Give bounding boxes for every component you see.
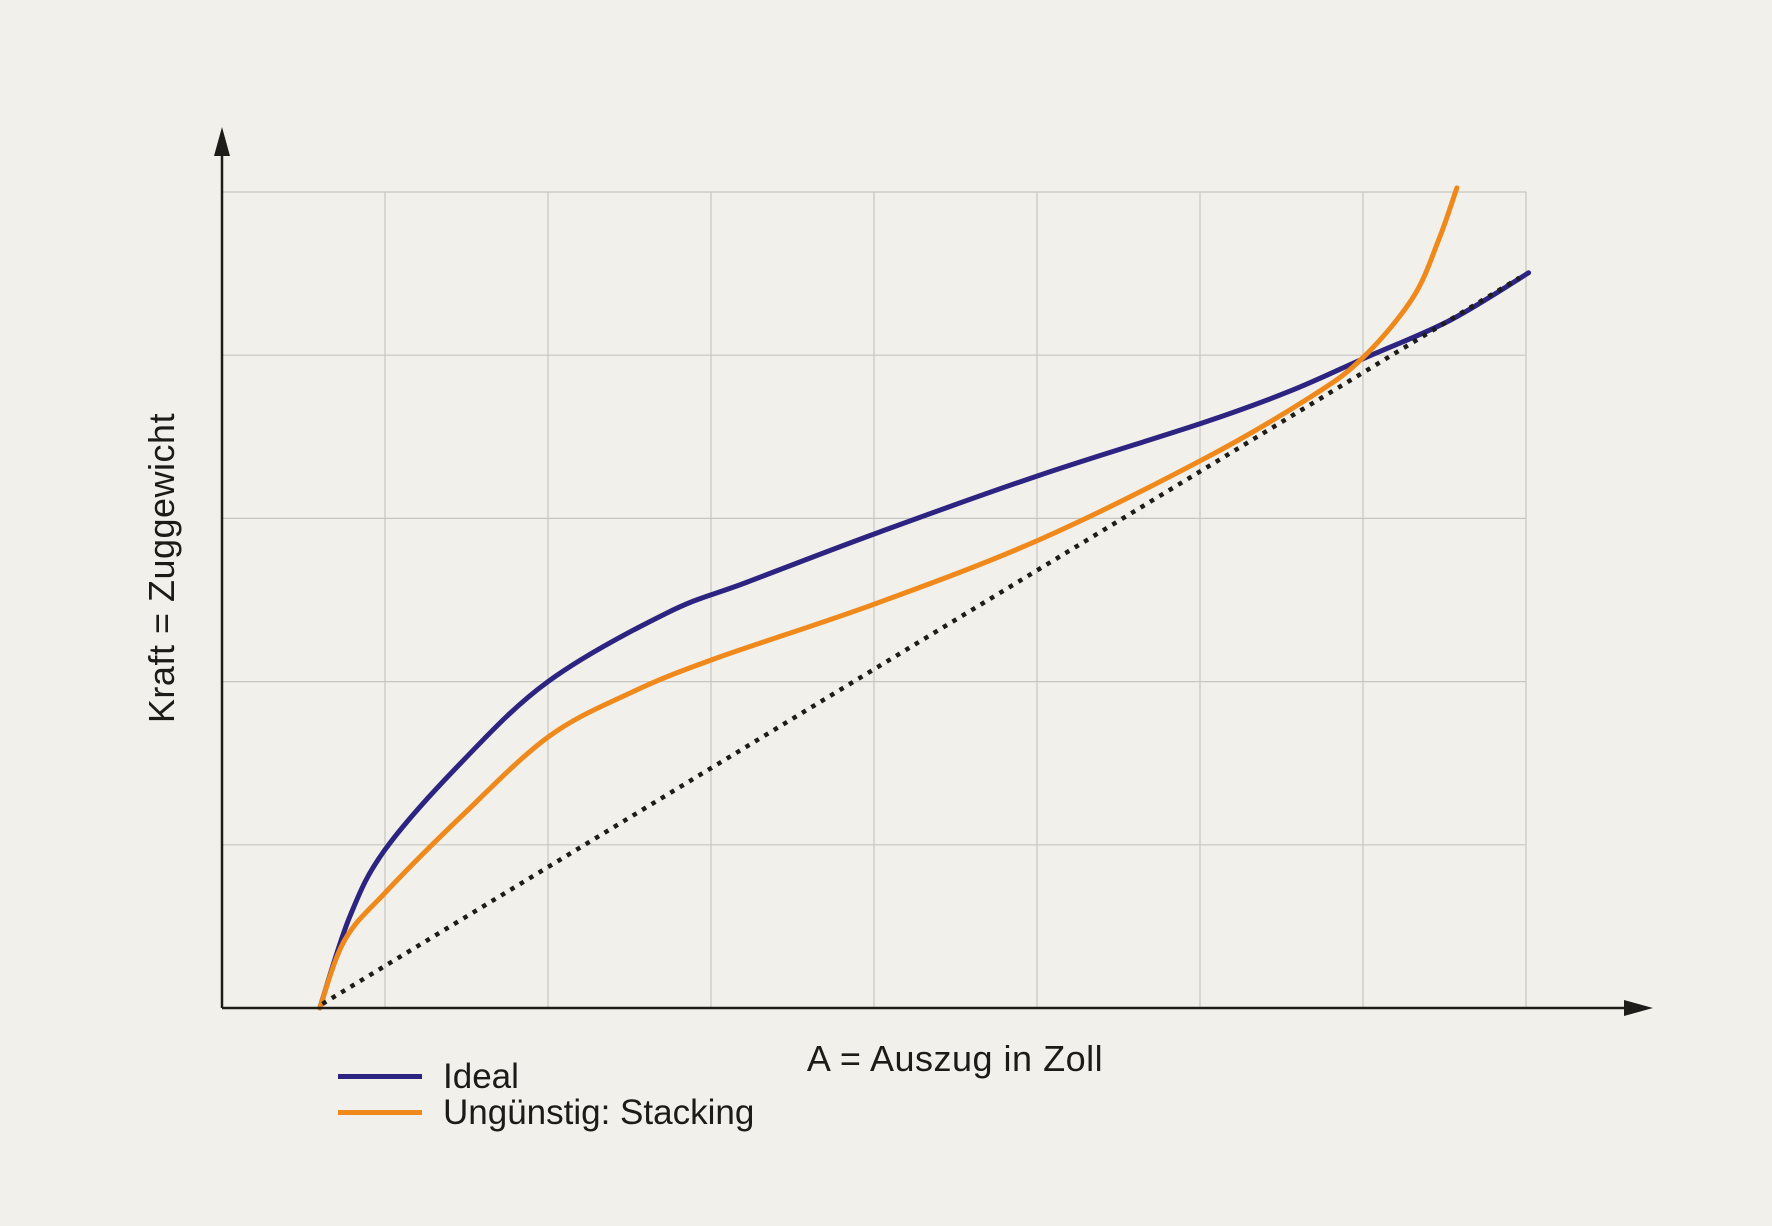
legend: Ideal Ungünstig: Stacking: [338, 1058, 754, 1130]
legend-label-stacking: Ungünstig: Stacking: [443, 1092, 755, 1132]
legend-item-ideal: Ideal: [338, 1058, 754, 1094]
legend-label-ideal: Ideal: [443, 1056, 519, 1096]
legend-swatch-stacking: [338, 1109, 422, 1115]
y-axis-label: Kraft = Zuggewicht: [141, 412, 182, 724]
axes: [214, 127, 1653, 1016]
legend-swatch-ideal: [338, 1073, 422, 1079]
gridlines: [222, 191, 1527, 1008]
x-axis-label: A = Auszug in Zoll: [806, 1038, 1104, 1079]
data-series: [317, 185, 1532, 1011]
legend-item-stacking: Ungünstig: Stacking: [338, 1094, 754, 1130]
